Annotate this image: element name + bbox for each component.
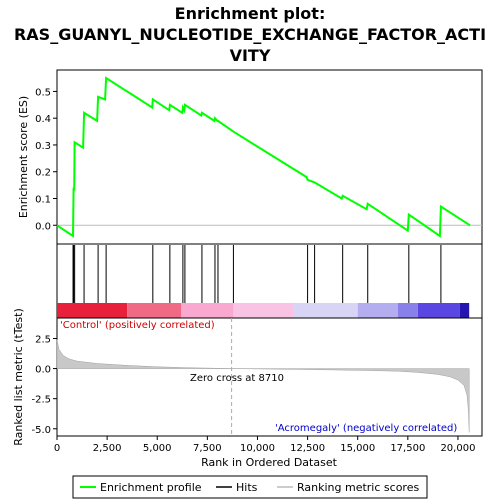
colorbar-segment — [459, 303, 470, 318]
es-y-ticks: 0.0 0.1 0.2 0.3 0.4 0.5 — [35, 87, 57, 232]
enrichment-profile-line — [56, 76, 471, 238]
metric-y-tick-label: -5.0 — [31, 425, 51, 436]
metric-y-ticks: -5.0 -2.5 0.0 2.5 — [31, 334, 57, 436]
es-y-tick-label: 0.3 — [35, 141, 51, 152]
zero-cross-label: Zero cross at 8710 — [190, 373, 284, 384]
colorbar-segment — [127, 303, 182, 318]
metric-panel-frame — [56, 317, 483, 437]
x-tick-label: 2,500 — [93, 443, 122, 454]
legend-hits-label: Hits — [236, 481, 258, 494]
colorbar-segment — [181, 303, 234, 318]
metric-y-tick-label: -2.5 — [31, 395, 51, 406]
x-tick-label: 10,000 — [240, 443, 275, 454]
es-y-axis-label: Enrichment score (ES) — [17, 96, 30, 218]
metric-y-axis-label: Ranked list metric (tTest) — [12, 308, 25, 445]
es-panel-frame — [56, 69, 483, 245]
es-y-tick-label: 0.1 — [35, 194, 51, 205]
chart-title-line-1: Enrichment plot: — [175, 4, 326, 23]
chart-title-line-2: RAS_GUANYL_NUCLEOTIDE_EXCHANGE_FACTOR_AC… — [14, 25, 486, 44]
x-tick-label: 5,000 — [143, 443, 172, 454]
x-tick-label: 15,000 — [340, 443, 375, 454]
legend-box — [72, 475, 428, 499]
legend-metric-label: Ranking metric scores — [297, 481, 419, 494]
colorbar-segment — [293, 303, 358, 318]
ranking-metric-area — [56, 339, 470, 433]
es-y-tick-label: 0.5 — [35, 87, 51, 98]
colorbar-segment — [357, 303, 398, 318]
x-tick-label: 7,500 — [193, 443, 222, 454]
colorbar-segment — [417, 303, 460, 318]
legend-enrichment-label: Enrichment profile — [100, 481, 202, 494]
es-y-tick-label: 0.4 — [35, 114, 51, 125]
metric-y-tick-label: 2.5 — [35, 334, 51, 345]
negative-correlation-label: 'Acromegaly' (negatively correlated) — [275, 423, 457, 434]
x-tick-label: 12,500 — [290, 443, 325, 454]
colorbar-segment — [57, 303, 128, 318]
colorbar-segment — [397, 303, 418, 318]
ranking-colorbar — [57, 303, 470, 318]
x-tick-label: 0 — [54, 443, 60, 454]
positive-correlation-label: 'Control' (positively correlated) — [60, 320, 215, 331]
x-axis-ticks: 0 2,500 5,000 7,500 10,000 12,500 15,000 17,500… — [54, 436, 475, 454]
hit-marks — [72, 245, 442, 303]
es-y-tick-label: 0.0 — [35, 221, 51, 232]
es-y-tick-label: 0.2 — [35, 168, 51, 179]
x-tick-label: 20,000 — [440, 443, 475, 454]
x-axis-label: Rank in Ordered Dataset — [201, 456, 338, 469]
colorbar-segment — [233, 303, 294, 318]
chart-title-line-3: VITY — [230, 46, 271, 65]
x-tick-label: 17,500 — [390, 443, 425, 454]
metric-y-tick-label: 0.0 — [35, 365, 51, 376]
